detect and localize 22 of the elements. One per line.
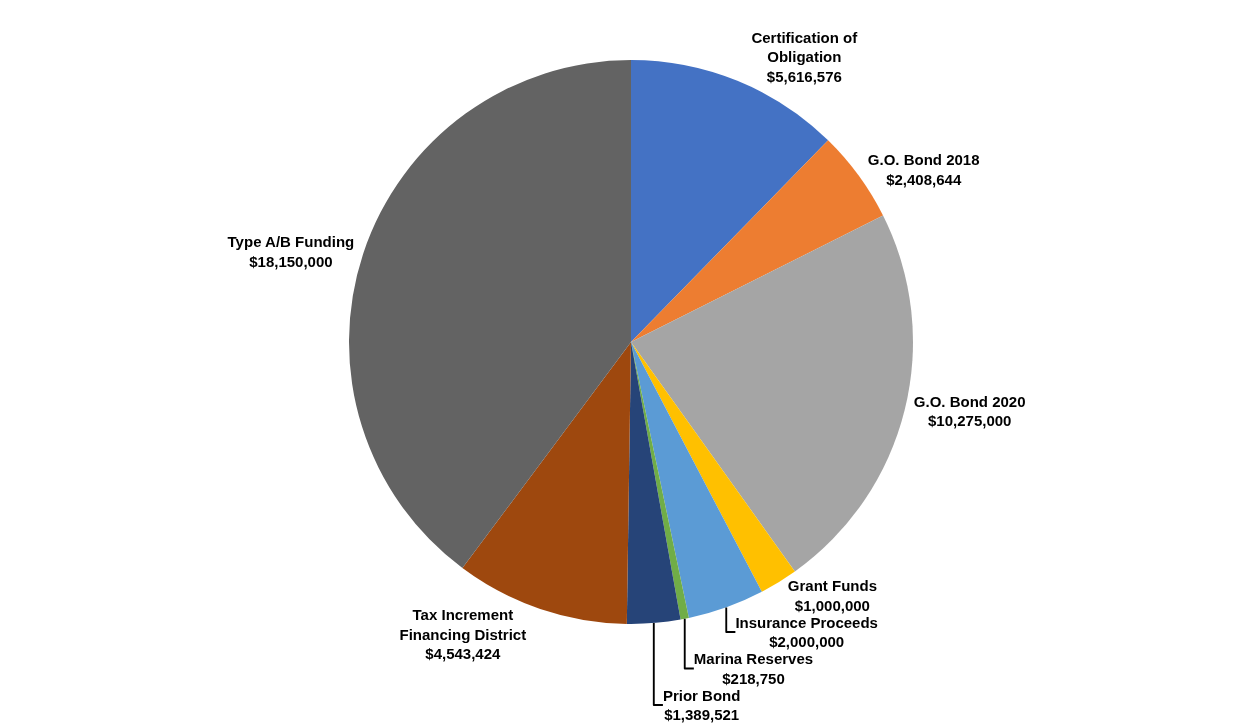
pie-slice bbox=[631, 342, 762, 618]
slice-label: Type A/B Funding bbox=[227, 233, 355, 251]
slice-label: G.O. Bond 2020 bbox=[913, 392, 1026, 410]
data-label: $1,000,000 bbox=[794, 596, 870, 614]
pie-slice bbox=[631, 342, 689, 620]
data-label: $10,275,000 bbox=[927, 412, 1012, 430]
data-label: $1,389,521 bbox=[664, 706, 740, 724]
data-label: $4,543,424 bbox=[425, 645, 502, 663]
slice-label: Certification of Obligation bbox=[751, 28, 859, 66]
slice-label: Insurance Proceeds bbox=[735, 613, 878, 631]
data-label: $18,150,000 bbox=[249, 252, 333, 270]
slice-label: Tax Increment Financing District bbox=[399, 606, 527, 643]
slice-label: Prior Bond bbox=[662, 686, 741, 704]
data-label: $5,616,576 bbox=[766, 67, 842, 85]
slice-label: Grant Funds bbox=[787, 577, 877, 595]
data-label: $218,750 bbox=[722, 669, 785, 687]
slice-label: G.O. Bond 2018 bbox=[867, 151, 980, 169]
pie-slice bbox=[631, 215, 913, 572]
slice-label: Marina Reserves bbox=[693, 650, 814, 668]
data-label: $2,000,000 bbox=[769, 633, 845, 651]
pie-slice bbox=[626, 342, 681, 624]
data-label: $2,408,644 bbox=[886, 170, 962, 188]
